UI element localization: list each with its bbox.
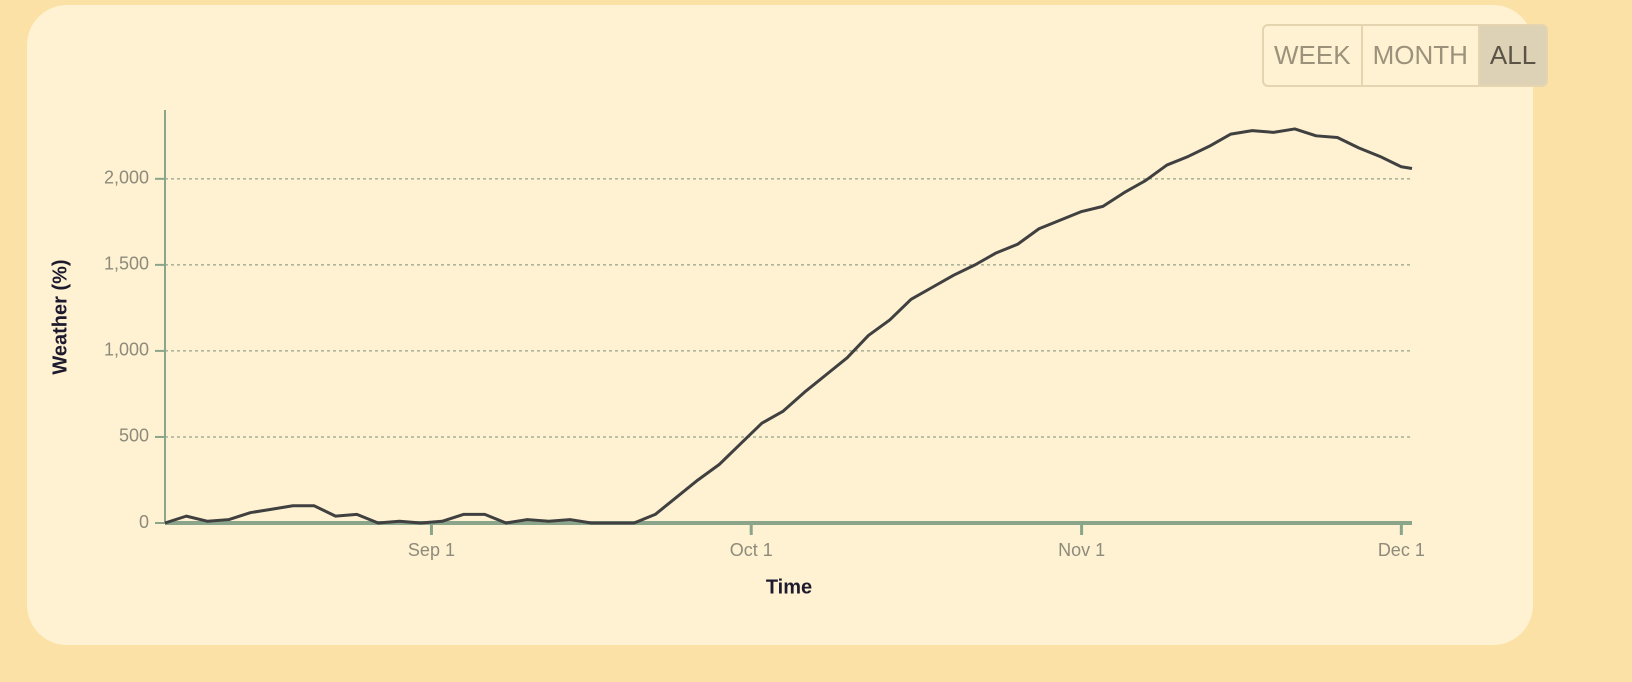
y-tick-label: 500 xyxy=(119,426,149,446)
x-axis-label: Time xyxy=(766,576,812,598)
card xyxy=(27,5,1533,645)
x-tick-label: Dec 1 xyxy=(1378,540,1425,560)
y-axis-label: Weather (%) xyxy=(49,259,71,374)
y-tick-label: 1,500 xyxy=(104,254,149,274)
y-tick-label: 1,000 xyxy=(104,340,149,360)
range-button[interactable]: MONTH xyxy=(1360,26,1478,85)
x-tick-label: Nov 1 xyxy=(1058,540,1105,560)
y-tick-label: 0 xyxy=(139,512,149,532)
x-tick-label: Oct 1 xyxy=(730,540,773,560)
data-line xyxy=(164,127,1413,525)
x-tick-label: Sep 1 xyxy=(408,540,455,560)
range-button[interactable]: WEEK xyxy=(1274,40,1351,70)
range-buttons: WEEK MONTH ALL xyxy=(1262,24,1549,87)
range-button[interactable]: ALL xyxy=(1477,26,1547,85)
y-tick-label: 2,000 xyxy=(104,168,149,188)
